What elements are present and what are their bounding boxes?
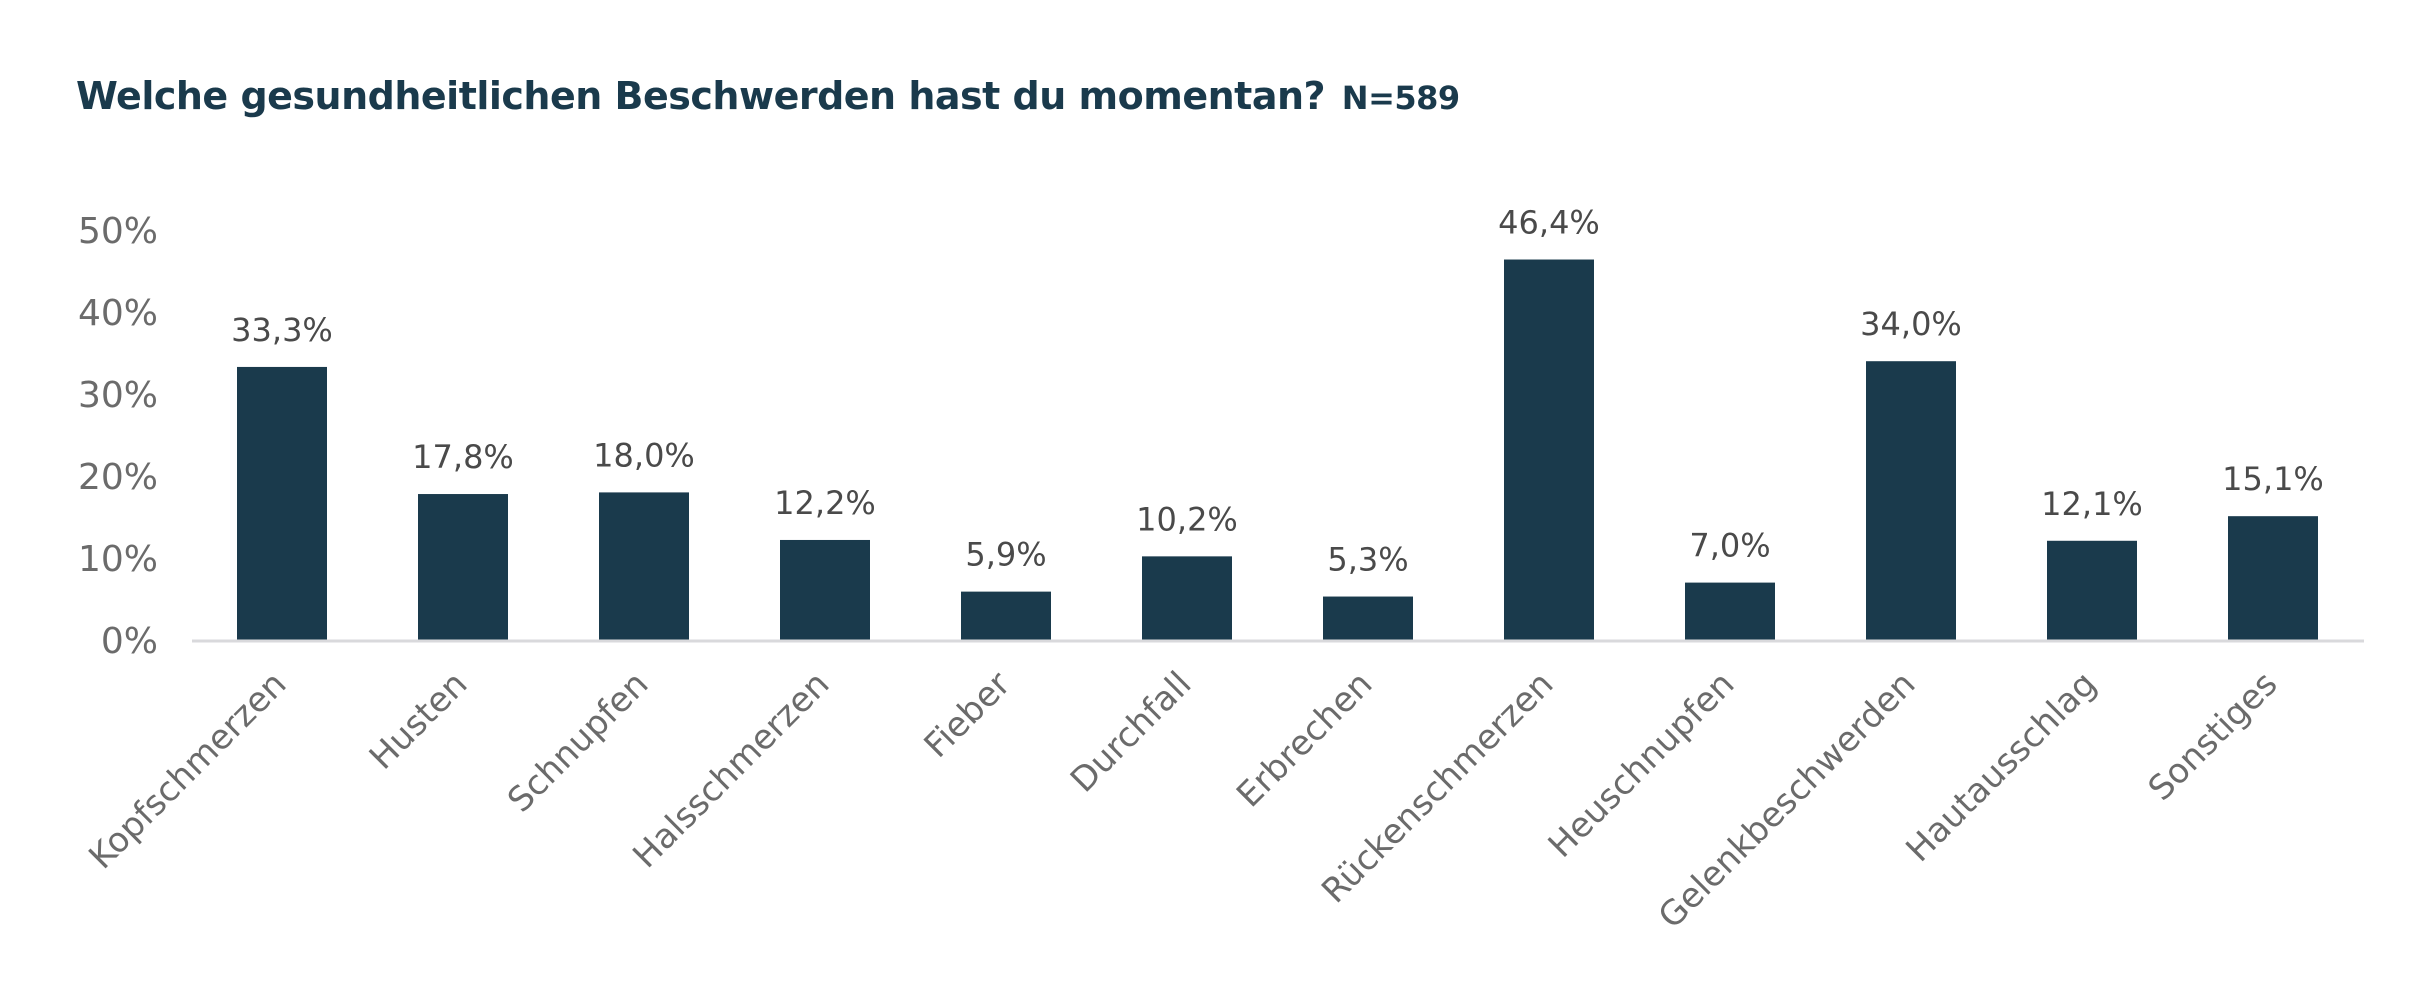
category-label: Hautausschlag xyxy=(1898,664,2104,870)
y-tick-label: 40% xyxy=(78,293,158,334)
category-label: Husten xyxy=(362,664,476,778)
category-label: Durchfall xyxy=(1063,664,1199,800)
chart-title-text: Welche gesundheitlichen Beschwerden hast… xyxy=(76,74,1326,118)
category-label: Heuschnupfen xyxy=(1541,664,1743,866)
category-label: Fieber xyxy=(917,664,1019,766)
bar-value-label: 33,3% xyxy=(231,311,333,349)
bar xyxy=(961,591,1051,640)
bar xyxy=(780,539,870,640)
bar xyxy=(599,492,689,640)
y-axis-ticks: 0% 10% 20% 30% 40% 50% xyxy=(78,211,158,662)
bar-value-label: 34,0% xyxy=(1860,305,1962,343)
y-tick-label: 50% xyxy=(78,211,158,252)
y-tick-label: 20% xyxy=(78,457,158,498)
bar-value-label: 7,0% xyxy=(1689,527,1770,565)
chart-title: Welche gesundheitlichen Beschwerden hast… xyxy=(76,74,1460,118)
bar-value-label: 5,9% xyxy=(965,536,1046,574)
bar xyxy=(1323,596,1413,640)
bar xyxy=(1142,556,1232,640)
bar-value-label: 12,1% xyxy=(2041,485,2143,523)
bar-value-label: 15,1% xyxy=(2222,460,2324,498)
category-label: Erbrechen xyxy=(1229,664,1380,815)
bar xyxy=(2047,540,2137,640)
data-labels: 33,3% 17,8% 18,0% 12,2% 5,9% 10,2% 5,3% 46,4% 7,… xyxy=(231,204,2324,579)
category-label: Kopfschmerzen xyxy=(81,664,294,877)
sample-size: N=589 xyxy=(1341,79,1460,117)
bar-value-label: 18,0% xyxy=(593,436,695,474)
bar-value-label: 12,2% xyxy=(774,484,876,522)
y-tick-label: 10% xyxy=(78,539,158,580)
y-tick-label: 0% xyxy=(101,621,158,662)
bar xyxy=(418,494,508,640)
bars xyxy=(237,259,2318,640)
y-tick-label: 30% xyxy=(78,375,158,416)
bar xyxy=(1504,259,1594,640)
bar xyxy=(237,366,327,640)
bar-value-label: 10,2% xyxy=(1136,500,1238,538)
bar xyxy=(2228,516,2318,640)
category-label: Halsschmerzen xyxy=(625,664,837,876)
bar-value-label: 17,8% xyxy=(412,438,514,476)
bar-value-label: 5,3% xyxy=(1327,541,1408,579)
bar xyxy=(1866,361,1956,640)
category-label: Schnupfen xyxy=(500,664,656,820)
category-label: Sonstiges xyxy=(2141,664,2286,809)
category-labels: Kopfschmerzen Husten SchnupfenHalsschmerze… xyxy=(81,664,2285,937)
bar-value-label: 46,4% xyxy=(1498,204,1600,242)
bar xyxy=(1685,582,1775,640)
